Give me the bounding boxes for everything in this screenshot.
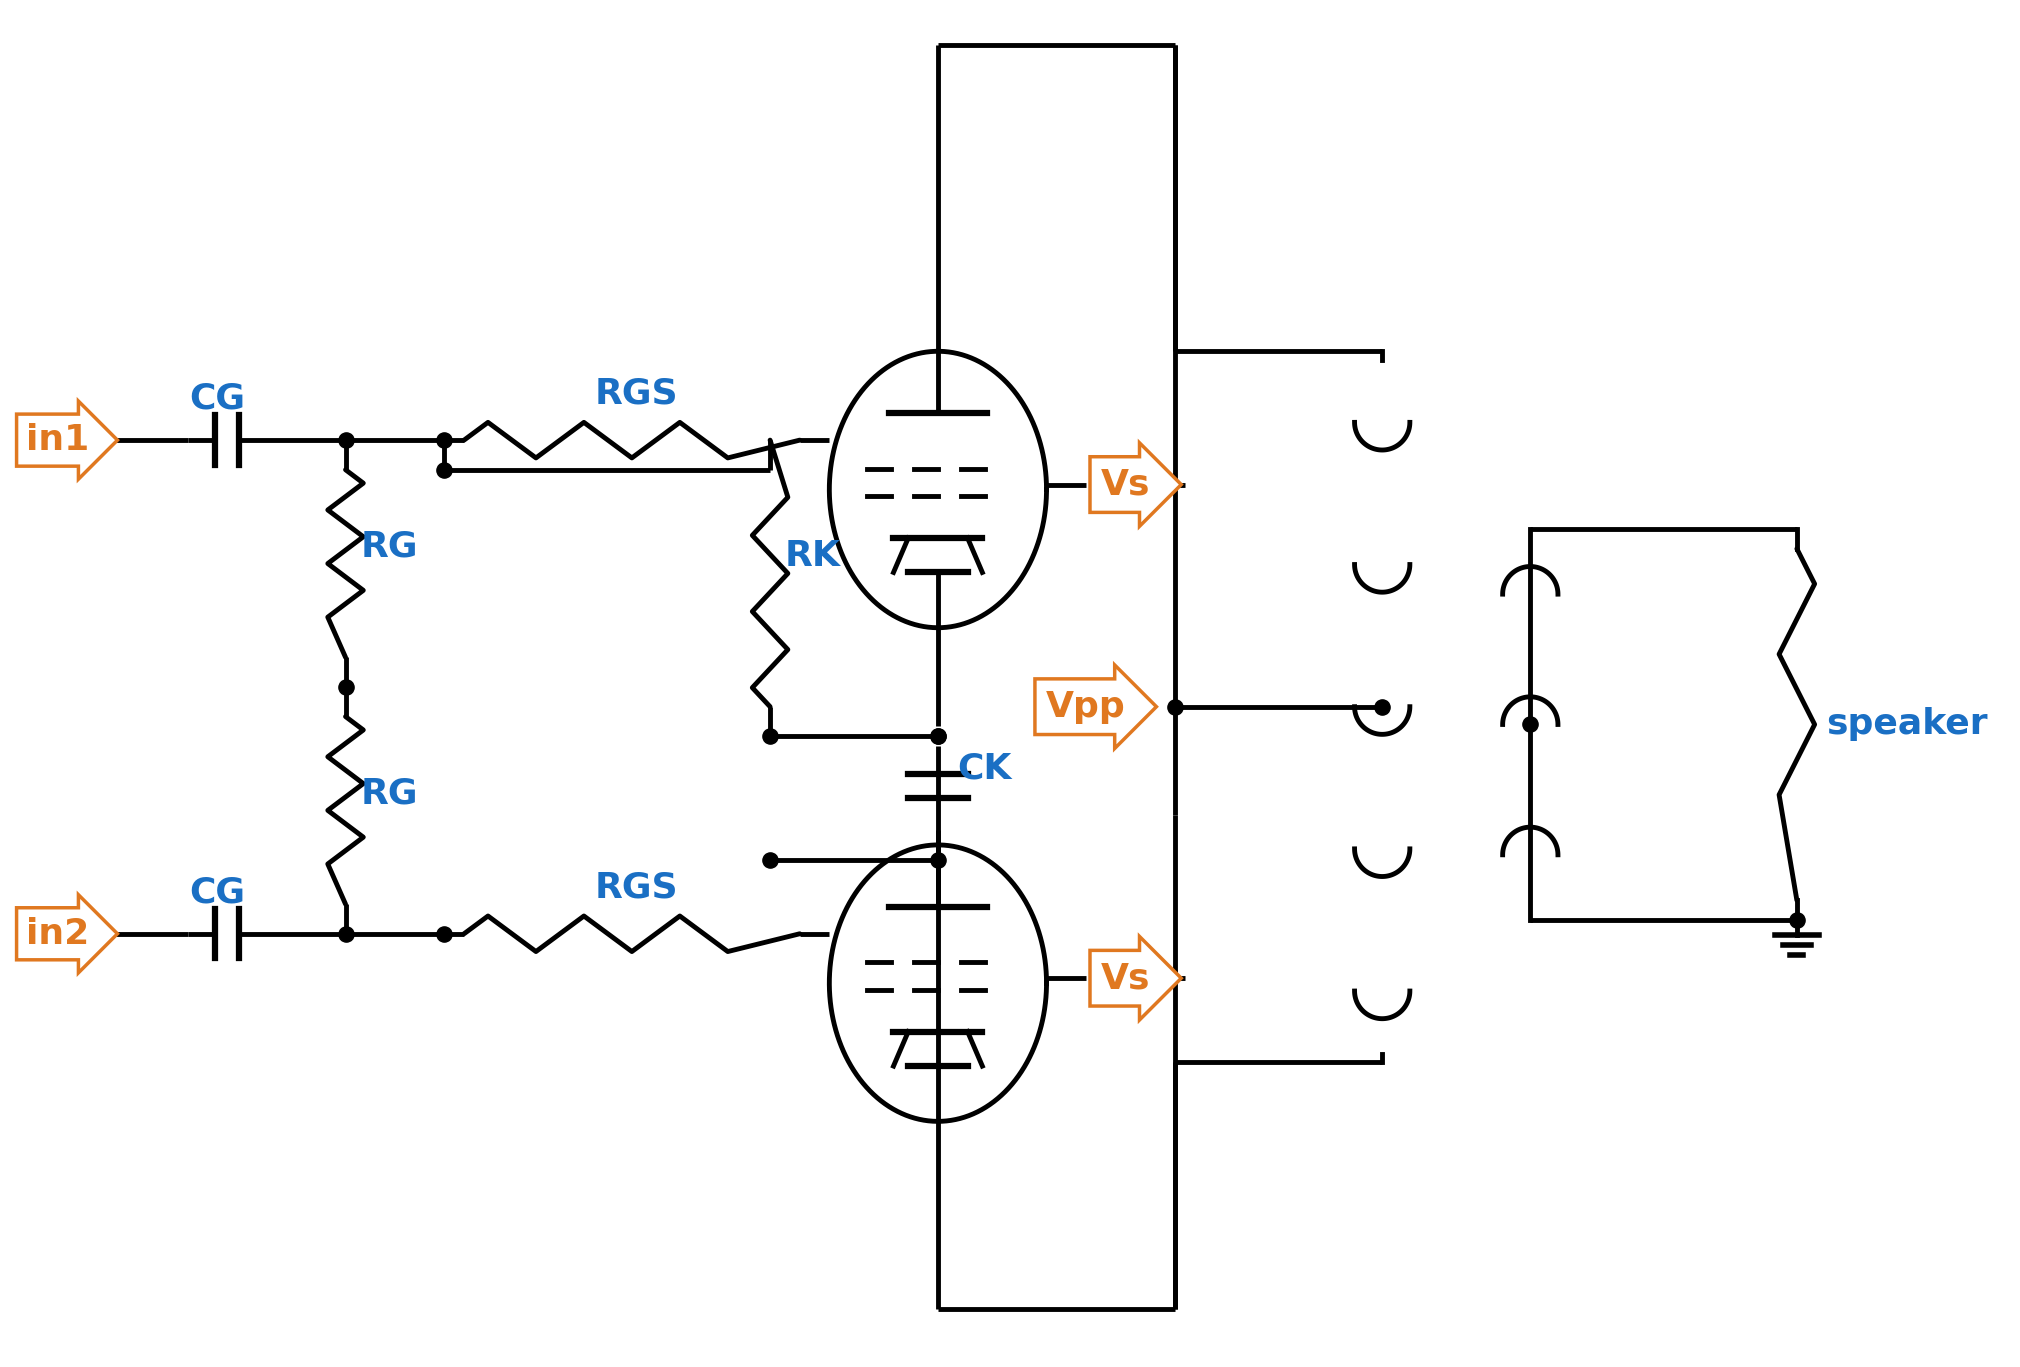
Text: Vs: Vs [1101, 961, 1149, 995]
Text: RGS: RGS [596, 376, 679, 410]
Point [329, 429, 362, 451]
Text: in1: in1 [26, 424, 89, 457]
Text: RG: RG [360, 529, 418, 563]
Point [428, 923, 461, 945]
Text: CG: CG [190, 875, 244, 909]
Point [1159, 696, 1192, 718]
Point [1782, 909, 1814, 931]
Text: speaker: speaker [1826, 708, 1988, 741]
Point [1366, 696, 1398, 718]
Text: CK: CK [957, 752, 1012, 786]
Text: Vs: Vs [1101, 468, 1149, 502]
Point [753, 726, 786, 748]
Point [428, 429, 461, 451]
Point [329, 923, 362, 945]
Text: CG: CG [190, 381, 244, 416]
Point [921, 726, 953, 748]
Point [753, 849, 786, 871]
Text: in2: in2 [26, 917, 89, 951]
Text: RK: RK [786, 540, 840, 573]
Point [329, 677, 362, 699]
Text: RGS: RGS [596, 871, 679, 904]
Point [428, 459, 461, 481]
Text: Vpp: Vpp [1046, 690, 1125, 723]
Text: RG: RG [360, 776, 418, 811]
Point [921, 849, 953, 871]
Point [1515, 714, 1547, 735]
Point [921, 726, 953, 748]
